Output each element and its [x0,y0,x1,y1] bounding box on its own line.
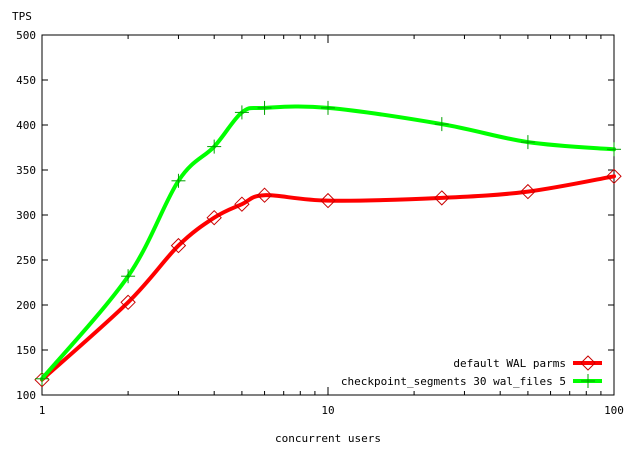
data-point-default-wal [320,192,336,209]
y-tick-label: 500 [16,29,36,42]
x-tick-label: 10 [321,404,334,417]
series-line-default-wal [40,174,616,382]
y-tick-label: 150 [16,344,36,357]
y-tick-label: 300 [16,209,36,222]
data-point-default-wal [234,196,250,212]
plot-frame [41,34,615,396]
series-line-checkpoint-segments [40,104,616,381]
y-tick-label: 200 [16,299,36,312]
series-layer [34,100,622,388]
data-point-checkpoint-segments [321,100,335,115]
data-point-default-wal [206,209,222,226]
x-axis-label: concurrent users [275,432,381,445]
legend-marker-checkpoint-segments [581,374,595,388]
data-point-default-wal [256,187,273,203]
x-tick-label: 1 [39,404,46,417]
y-tick-label: 250 [16,254,36,267]
data-point-checkpoint-segments [607,142,621,157]
axis-ticks: 100 150 200 250 300 350 400 450 500 1 10 100 [16,29,624,417]
data-point-default-wal [34,371,50,388]
data-point-default-wal [520,183,536,200]
data-point-default-wal [170,237,187,254]
data-point-checkpoint-segments [121,269,136,284]
data-point-default-wal [606,168,622,185]
data-point-checkpoint-segments [257,100,272,115]
y-tick-label: 100 [16,389,36,402]
legend: default WAL parms checkpoint_segments 30 … [341,355,602,388]
y-tick-label: 400 [16,119,36,132]
data-point-checkpoint-segments [520,135,535,150]
data-point-checkpoint-segments [207,139,222,154]
legend-label-checkpoint-segments: checkpoint_segments 30 wal_files 5 [341,375,566,388]
data-point-checkpoint-segments [434,117,449,132]
data-point-default-wal [120,294,136,311]
data-point-default-wal [434,190,450,206]
legend-label-default-wal: default WAL parms [453,357,566,370]
legend-marker-default-wal [580,355,596,371]
data-point-checkpoint-segments [234,105,249,120]
data-point-checkpoint-segments [171,173,186,188]
x-tick-label: 100 [604,404,624,417]
y-tick-label: 350 [16,164,36,177]
y-tick-label: 450 [16,74,36,87]
y-axis-label: TPS [12,10,32,23]
data-point-checkpoint-segments [35,371,49,386]
